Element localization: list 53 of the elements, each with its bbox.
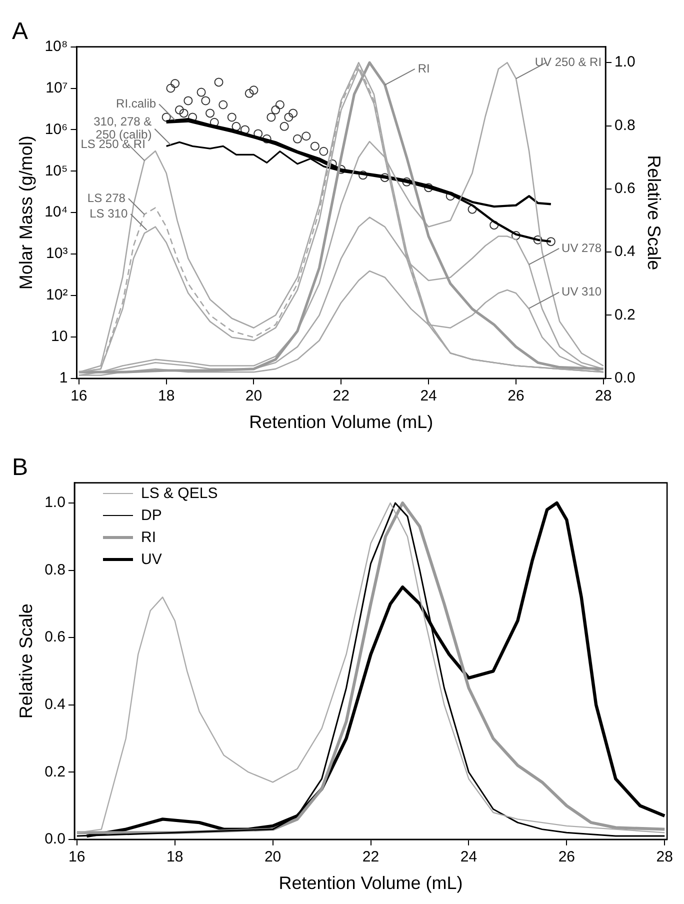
y2-tick-label: 0.8: [614, 116, 636, 134]
legend-label: RI: [141, 528, 156, 546]
x-tick-label: 18: [166, 848, 184, 866]
annotation: LS 310: [90, 206, 128, 220]
x-tick-label: 24: [420, 388, 437, 405]
y-tick-label: 0.4: [44, 696, 66, 713]
y-tick-label: 1.0: [44, 494, 66, 512]
x-tick-label: 26: [508, 388, 524, 405]
x-tick-label: 16: [70, 388, 88, 405]
annotation: UV 278: [562, 240, 602, 255]
y-tick-label: 0.6: [44, 628, 66, 646]
y2-tick-label: 1.0: [614, 54, 636, 71]
x-tick-label: 28: [595, 388, 612, 405]
y2-tick-label: 0.6: [614, 180, 636, 198]
x-tick-label: 28: [656, 848, 673, 866]
y-tick-label: 10: [51, 328, 68, 346]
y2-tick-label: 0.2: [614, 306, 636, 324]
y-tick-label: 10³: [46, 245, 68, 262]
y-tick-label: 1: [59, 370, 68, 387]
x-axis-title: Retention Volume (mL): [249, 412, 434, 432]
chart-title: A: [12, 18, 28, 46]
annotation: RI: [418, 61, 430, 76]
y2-tick-label: 0.0: [614, 370, 636, 387]
x-tick-label: 18: [158, 388, 175, 405]
legend-label: UV: [141, 550, 162, 568]
y-axis-title: Relative Scale: [16, 604, 36, 719]
y-tick-label: 0.0: [44, 830, 66, 848]
y2-tick-label: 0.4: [614, 243, 636, 260]
x-tick-label: 22: [332, 388, 350, 405]
chart-title: B: [12, 454, 28, 482]
annotation: LS 278: [87, 190, 126, 205]
x-tick-label: 16: [68, 848, 86, 866]
x-tick-label: 24: [460, 848, 478, 866]
y-tick-label: 0.2: [44, 763, 66, 780]
y-axis-title: Molar Mass (g/mol): [16, 136, 36, 290]
y-tick-label: 10⁴: [44, 204, 68, 221]
legend-label: LS & QELS: [141, 484, 218, 502]
annotation: UV 310: [562, 284, 602, 299]
x-tick-label: 22: [362, 848, 380, 866]
y-tick-label: 10⁶: [44, 120, 68, 138]
y2-axis-title: Relative Scale: [644, 155, 664, 270]
legend-label: DP: [141, 506, 162, 524]
x-tick-label: 20: [264, 848, 282, 866]
x-tick-label: 20: [245, 388, 262, 405]
annotation: RI.calib: [116, 96, 156, 110]
x-axis-title: Retention Volume (mL): [278, 873, 463, 894]
x-tick-label: 26: [558, 848, 576, 866]
annotation: UV 250 & RI: [534, 55, 602, 70]
y-tick-label: 0.8: [44, 561, 66, 578]
y-tick-label: 10⁸: [44, 38, 68, 55]
y-tick-label: 10²: [46, 286, 68, 304]
y-tick-label: 10⁵: [44, 162, 68, 180]
y-tick-label: 10⁷: [46, 79, 68, 96]
